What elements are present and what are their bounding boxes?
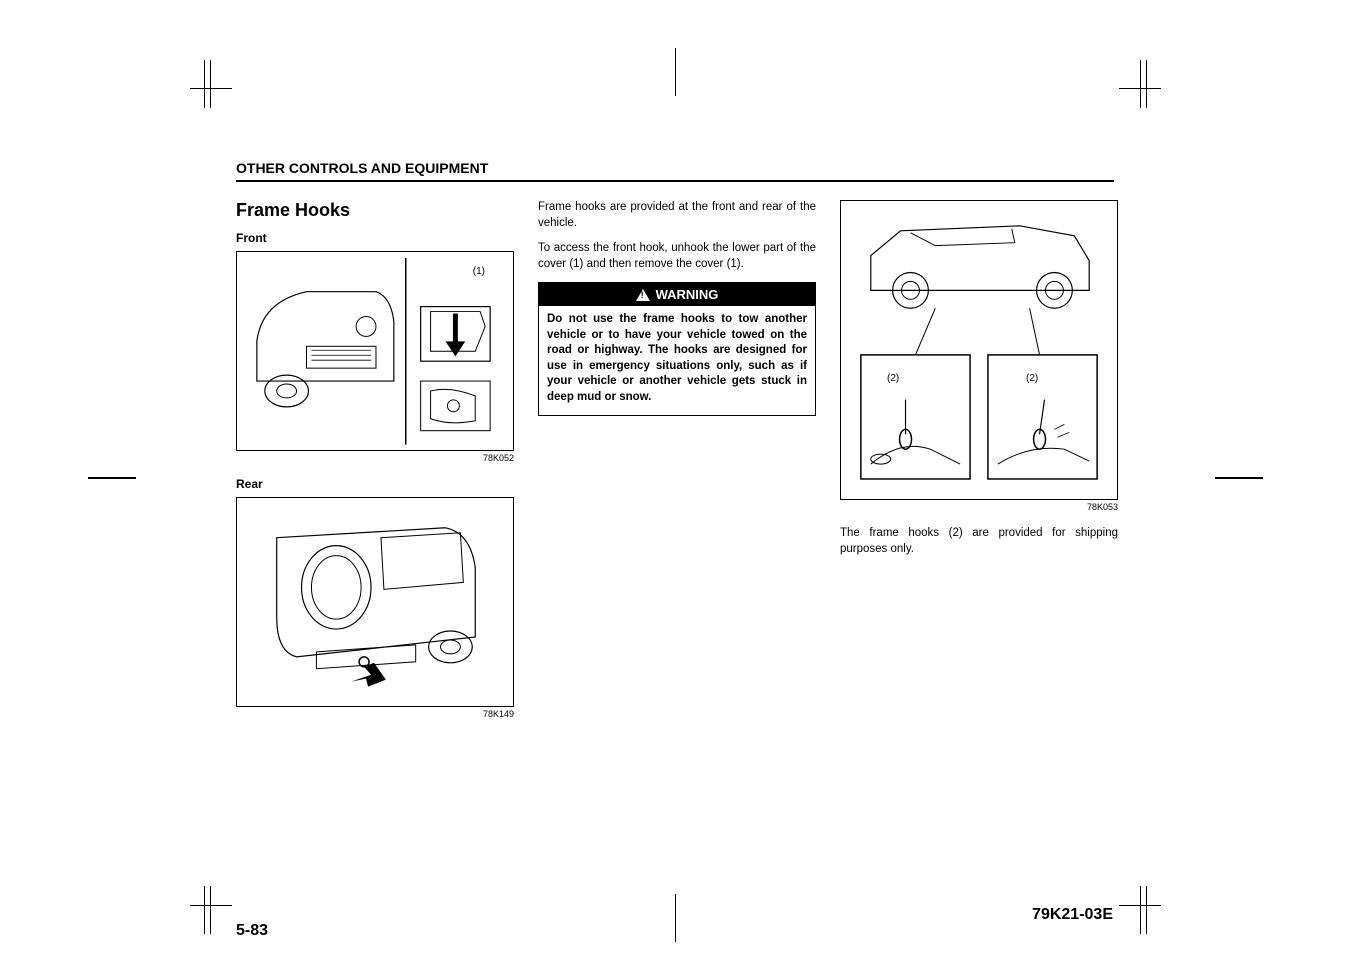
paragraph: The frame hooks (2) are provided for shi…: [840, 526, 1118, 557]
crop-mark: [210, 60, 211, 108]
vehicle-underside-illustration: [841, 201, 1117, 499]
callout-1: (1): [473, 266, 485, 277]
document-code: 79K21-03E: [1032, 906, 1113, 924]
figure-code-side: 78K053: [840, 502, 1118, 512]
crop-mark: [1140, 886, 1141, 934]
page-number: 5-83: [236, 922, 268, 940]
warning-body: Do not use the frame hooks to tow anothe…: [539, 306, 815, 415]
crop-mark: [1146, 60, 1147, 108]
warning-icon: [636, 289, 650, 301]
topic-title: Frame Hooks: [236, 200, 514, 221]
warning-box: WARNING Do not use the frame hooks to to…: [538, 282, 816, 416]
figure-front: (1): [236, 251, 514, 451]
column-right: (2) (2) 78K053 The frame hooks (2) are p…: [840, 200, 1118, 733]
crop-mark: [204, 60, 205, 108]
crop-mark: [1146, 886, 1147, 934]
rear-label: Rear: [236, 477, 514, 491]
warning-title: WARNING: [656, 287, 719, 302]
figure-underside: (2) (2): [840, 200, 1118, 500]
vehicle-rear-illustration: [237, 498, 513, 706]
crop-mark: [204, 886, 205, 934]
crop-mark: [210, 886, 211, 934]
figure-code-front: 78K052: [236, 453, 514, 463]
crop-mark: [190, 905, 232, 906]
warning-header: WARNING: [539, 283, 815, 306]
front-label: Front: [236, 231, 514, 245]
column-middle: Frame hooks are provided at the front an…: [538, 200, 816, 733]
paragraph: Frame hooks are provided at the front an…: [538, 200, 816, 231]
crop-mark: [1215, 477, 1263, 479]
callout-2a: (2): [887, 373, 899, 384]
crop-mark: [675, 894, 676, 942]
page-content: OTHER CONTROLS AND EQUIPMENT Frame Hooks…: [236, 160, 1114, 880]
paragraph: To access the front hook, unhook the low…: [538, 241, 816, 272]
figure-rear: [236, 497, 514, 707]
crop-mark: [675, 48, 676, 96]
columns: Frame Hooks Front: [236, 200, 1114, 733]
section-header: OTHER CONTROLS AND EQUIPMENT: [236, 160, 1114, 182]
crop-mark: [1140, 60, 1141, 108]
crop-mark: [190, 88, 232, 89]
column-left: Frame Hooks Front: [236, 200, 514, 733]
vehicle-front-illustration: [237, 252, 513, 451]
crop-mark: [88, 477, 136, 479]
figure-code-rear: 78K149: [236, 709, 514, 719]
callout-2b: (2): [1026, 373, 1038, 384]
